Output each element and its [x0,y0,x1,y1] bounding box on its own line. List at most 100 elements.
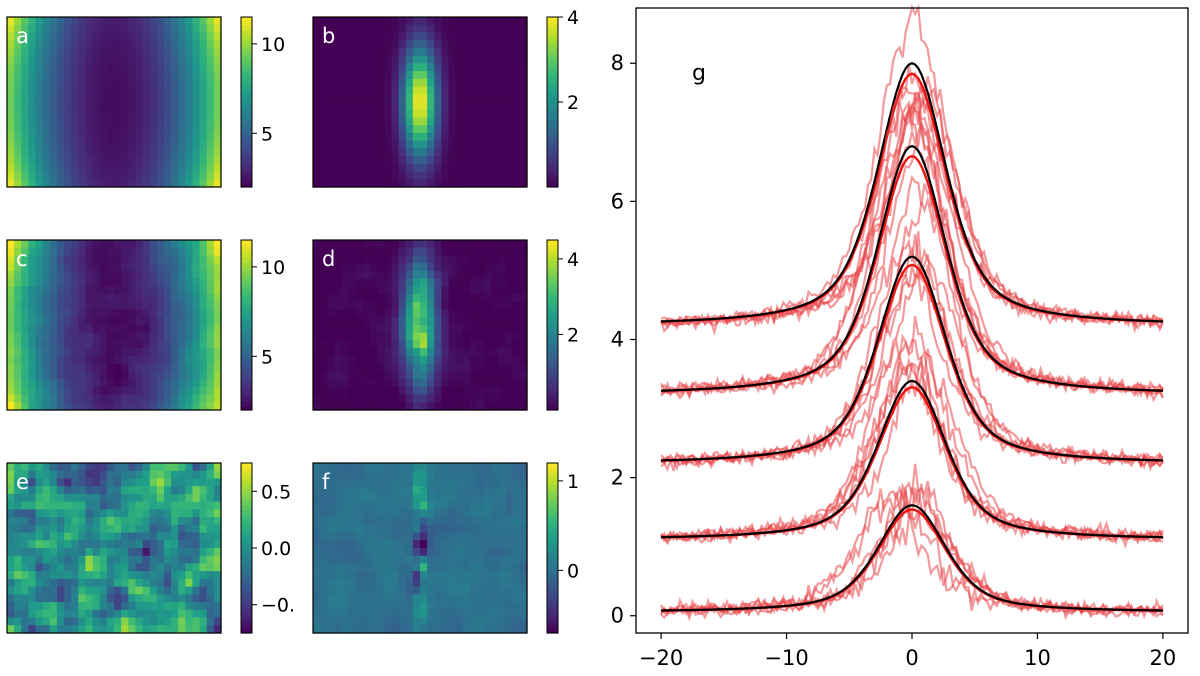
heatmap-cell [42,555,51,565]
heatmap-cell [484,270,492,280]
heatmap-cell [192,555,201,565]
heatmap-cell [185,524,194,534]
heatmap-cell [121,363,129,372]
heatmap-cell [213,317,222,326]
heatmap-cell [391,317,400,326]
heatmap-cell [121,555,129,565]
colorbar-segment [241,526,252,532]
colorbar-segment [547,303,558,309]
colorbar-segment [547,165,558,171]
heatmap-cell [434,555,442,565]
heatmap-cell [199,340,208,349]
heatmap-cell [178,240,186,249]
heatmap-cell [313,355,321,365]
heatmap-cell [341,278,350,287]
heatmap-cell [128,278,136,287]
heatmap-cell [114,317,122,326]
heatmap-cell [135,263,144,272]
heatmap-cell [185,609,194,619]
heatmap-cell [163,286,172,295]
heatmap-cell [106,309,115,318]
heatmap-cell [7,140,15,149]
heatmap-cell [441,325,450,334]
heatmap-cell [391,340,400,349]
colorbar-segment [241,157,252,163]
heatmap-cell [42,63,51,72]
heatmap-cell [469,102,478,111]
heatmap-cell [7,578,15,588]
heatmap-cell [142,478,151,487]
heatmap-cell [469,171,478,180]
heatmap-cell [156,493,165,503]
heatmap-cell [142,294,151,303]
heatmap-cell [92,317,101,326]
heatmap-cell [85,102,94,111]
heatmap-cell [355,132,364,142]
heatmap-cell [192,240,201,249]
colorbar-segment [547,85,558,90]
heatmap-cell [171,524,179,534]
heatmap-cell [320,571,328,580]
heatmap-cell [128,540,136,549]
heatmap-cell [213,517,222,526]
heatmap-cell [362,171,371,180]
heatmap-cell [78,179,87,188]
heatmap-cell [149,270,158,280]
heatmap-cell [171,278,179,287]
heatmap-cell [370,17,378,26]
heatmap-cell [498,625,507,634]
heatmap-cell [341,509,350,518]
heatmap-cell [14,317,22,326]
heatmap-cell [434,532,442,541]
heatmap-cell [135,463,144,472]
heatmap-cell [370,294,378,303]
heatmap-cell [327,17,335,26]
heatmap-cell [114,117,122,126]
heatmap-cell [412,40,421,49]
heatmap-cell [427,47,435,57]
heatmap-cell [71,586,79,595]
heatmap-cell [106,625,115,634]
heatmap-cell [7,470,15,480]
heatmap-cell [348,571,357,580]
heatmap-cell [135,578,144,588]
heatmap-cell [85,255,94,264]
heatmap-cell [313,517,321,526]
heatmap-cell [355,263,364,272]
heatmap-cell [313,47,321,57]
heatmap-cell [327,355,335,365]
heatmap-cell [213,325,222,334]
heatmap-cell [99,301,108,311]
heatmap-cell [71,548,79,557]
heatmap-cell [462,71,471,80]
heatmap-cell [14,132,22,142]
heatmap-cell [484,102,492,111]
panel-label: e [16,470,29,494]
heatmap-cell [377,240,385,249]
heatmap-cell [85,240,94,249]
heatmap-cell [434,171,442,180]
heatmap-cell [135,247,144,257]
heatmap-cell [398,463,407,472]
heatmap-cell [7,617,15,626]
heatmap-cell [64,524,72,534]
heatmap-cell [171,132,179,142]
heatmap-cell [512,270,521,280]
heatmap-cell [448,270,457,280]
heatmap-cell [64,117,72,126]
heatmap-cell [469,617,478,626]
heatmap-cell [106,340,115,349]
heatmap-cell [171,247,179,257]
heatmap-cell [121,493,129,503]
heatmap-cell [455,140,464,149]
colorbar-segment [547,320,558,326]
heatmap-cell [42,132,51,142]
colorbar-tick-label: 0.0 [261,538,291,560]
heatmap-cell [35,301,44,311]
heatmap-cell [441,109,450,119]
colorbar-segment [547,55,558,61]
heatmap-cell [56,486,65,495]
heatmap-cell [505,94,514,103]
heatmap-cell [348,55,357,64]
heatmap-cell [441,40,450,49]
